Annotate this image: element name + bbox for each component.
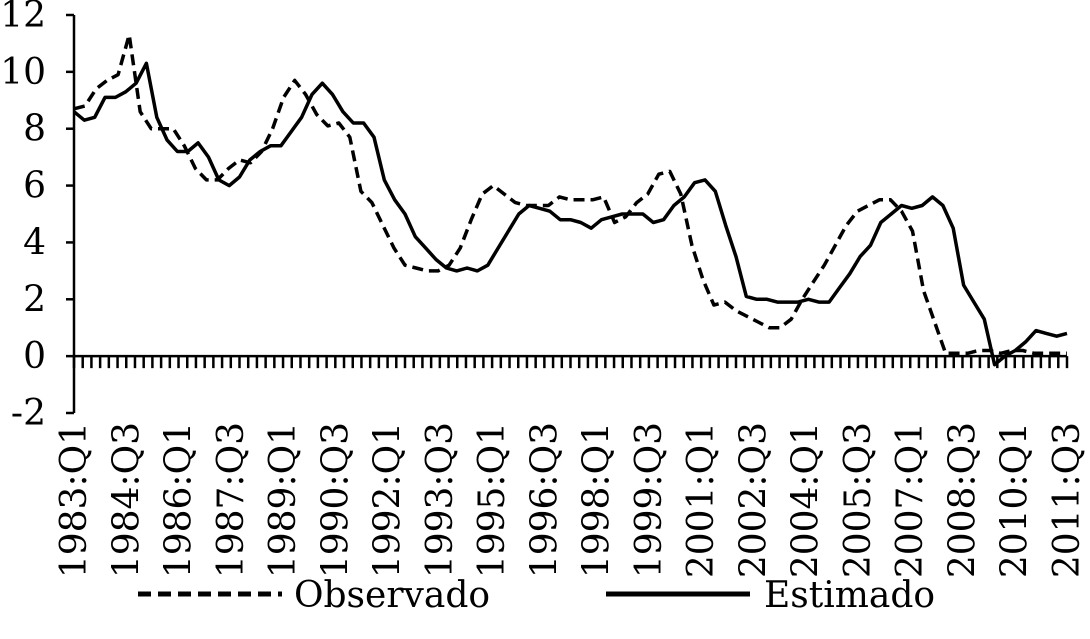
series-line-observado [73, 33, 1067, 356]
x-tick-label: 1990:Q3 [315, 422, 356, 578]
y-tick-label: 8 [23, 109, 46, 150]
y-tick-label: 12 [0, 0, 46, 36]
x-tick-label: 1992:Q1 [368, 422, 409, 578]
y-tick-label: 2 [23, 279, 46, 320]
x-tick-label: 2004:Q1 [786, 422, 827, 578]
series-line-estimado [72, 61, 1068, 367]
series-layer [72, 33, 1068, 367]
x-tick-label: 2007:Q1 [890, 422, 931, 578]
x-tick-label: 2002:Q3 [733, 422, 774, 578]
y-tick-label: 6 [23, 166, 46, 207]
x-tick-label: 1996:Q3 [524, 422, 565, 578]
x-tick-label: 1989:Q1 [263, 422, 304, 578]
legend-estimado-label: Estimado [764, 575, 935, 616]
x-tick-label: 1998:Q1 [577, 422, 618, 578]
x-tick-label: 1983:Q1 [54, 422, 95, 578]
y-tick-label: 10 [0, 52, 46, 93]
x-tick-label: 1986:Q1 [159, 422, 200, 578]
x-tick-label: 1984:Q3 [106, 422, 147, 578]
y-axis: -2 0 2 4 6 8 10 12 [0, 0, 76, 434]
x-axis: 1983:Q1 1984:Q3 1986:Q1 1987:Q3 1989:Q1 1990:… [54, 354, 1088, 578]
x-tick-label: 2010:Q1 [995, 422, 1036, 578]
legend-observado-label: Observado [294, 575, 490, 616]
x-tick-label: 2005:Q3 [838, 422, 879, 578]
x-tick-label: 1987:Q3 [211, 422, 252, 578]
x-tick-label: 2011:Q3 [1047, 422, 1088, 578]
x-tick-label: 2008:Q3 [942, 422, 983, 578]
x-tick-label: 1993:Q3 [420, 422, 461, 578]
y-tick-label: 4 [23, 222, 46, 263]
y-tick-label: -2 [11, 393, 46, 434]
legend: Observado Estimado [138, 575, 935, 616]
x-tick-label: 1995:Q1 [472, 422, 513, 578]
x-tick-label: 1999:Q3 [629, 422, 670, 578]
y-tick-label: 0 [23, 336, 46, 377]
x-tick-label: 2001:Q1 [681, 422, 722, 578]
